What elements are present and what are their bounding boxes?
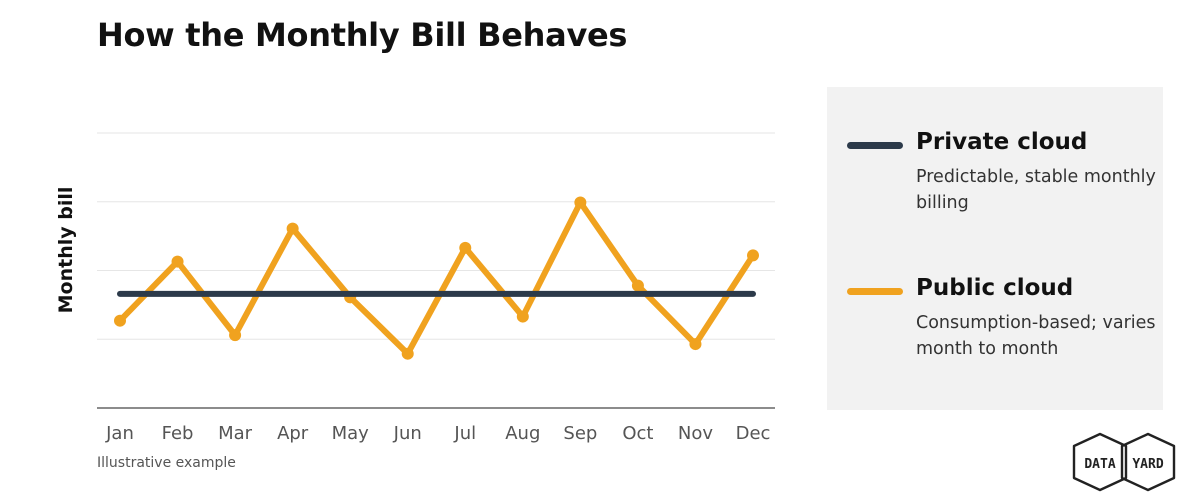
x-tick-label: Dec — [736, 423, 771, 444]
x-tick-label: Mar — [218, 423, 253, 444]
legend-desc-private-cloud: Predictable, stable monthly billing — [916, 167, 1156, 213]
data-point-public-cloud — [689, 338, 702, 351]
data-point-public-cloud — [286, 222, 299, 235]
legend: Private cloud Predictable, stable monthl… — [827, 87, 1163, 410]
x-tick-label: Jul — [453, 423, 476, 444]
data-point-public-cloud — [574, 196, 587, 209]
data-point-public-cloud — [229, 329, 242, 342]
legend-swatch-public-cloud — [847, 288, 903, 295]
legend-label-public-cloud: Public cloud — [916, 275, 1074, 301]
data-point-public-cloud — [114, 314, 126, 327]
footnote: Illustrative example — [97, 455, 236, 471]
brand-logo: DATA YARD — [1072, 432, 1176, 492]
x-tick-label: May — [332, 423, 370, 444]
legend-desc-public-cloud: Consumption-based; varies month to month — [916, 313, 1156, 359]
data-point-public-cloud — [459, 241, 472, 254]
x-tick-label: Nov — [678, 423, 713, 444]
legend-label-private-cloud: Private cloud — [916, 129, 1088, 155]
brand-logo-left: DATA — [1084, 457, 1115, 472]
data-point-public-cloud — [171, 255, 184, 268]
x-tick-label: Feb — [162, 423, 194, 444]
data-point-public-cloud — [747, 249, 759, 262]
data-point-public-cloud — [401, 347, 414, 360]
legend-swatch-private-cloud — [847, 142, 903, 149]
x-tick-label: Aug — [505, 423, 540, 444]
brand-logo-right: YARD — [1132, 457, 1163, 472]
data-point-public-cloud — [516, 310, 529, 323]
x-tick-label: Jan — [105, 423, 134, 444]
x-tick-label: Apr — [277, 423, 309, 444]
chart-title: How the Monthly Bill Behaves — [97, 16, 628, 54]
x-tick-label: Oct — [622, 423, 653, 444]
data-point-public-cloud — [631, 279, 644, 292]
x-tick-label: Sep — [563, 423, 597, 444]
series-line-public-cloud — [117, 199, 756, 357]
x-tick-label: Jun — [393, 423, 422, 444]
